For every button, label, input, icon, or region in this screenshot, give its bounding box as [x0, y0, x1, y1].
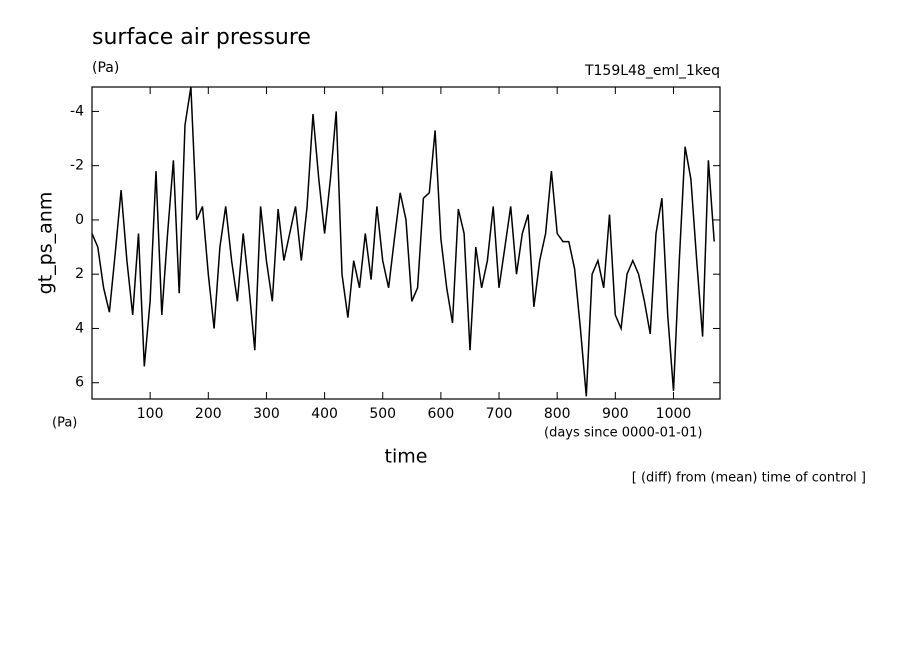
chart-title: surface air pressure: [92, 25, 311, 50]
x-tick-label: 200: [195, 406, 222, 422]
y-tick-label: 2: [75, 266, 84, 282]
x-tick-label: 1000: [656, 406, 692, 422]
note: [ (diff) from (mean) time of control ]: [632, 471, 866, 486]
y-tick-label: 0: [75, 212, 84, 228]
y-unit: (Pa): [92, 60, 119, 76]
y-tick-label: -4: [70, 103, 84, 119]
x-tick-label: 300: [253, 406, 280, 422]
y-tick-label: -2: [70, 158, 84, 174]
x-tick-label: 700: [486, 406, 513, 422]
x-tick-label: 600: [428, 406, 455, 422]
x-tick-label: 900: [602, 406, 629, 422]
y-tick-label: 4: [75, 320, 84, 336]
y-unit-bottom: (Pa): [52, 416, 77, 431]
x-tick-label: 500: [369, 406, 396, 422]
x-axis-label: time: [385, 446, 428, 468]
y-tick-label: 6: [75, 375, 84, 391]
data-line: [91, 86, 715, 397]
x-unit: (days since 0000-01-01): [544, 426, 702, 441]
x-tick-label: 400: [311, 406, 338, 422]
subtitle: T159L48_eml_1keq: [584, 63, 720, 79]
y-axis-label: gt_ps_anm: [35, 192, 57, 295]
x-tick-label: 800: [544, 406, 571, 422]
x-tick-label: 100: [137, 406, 164, 422]
plot-frame: [91, 86, 721, 400]
